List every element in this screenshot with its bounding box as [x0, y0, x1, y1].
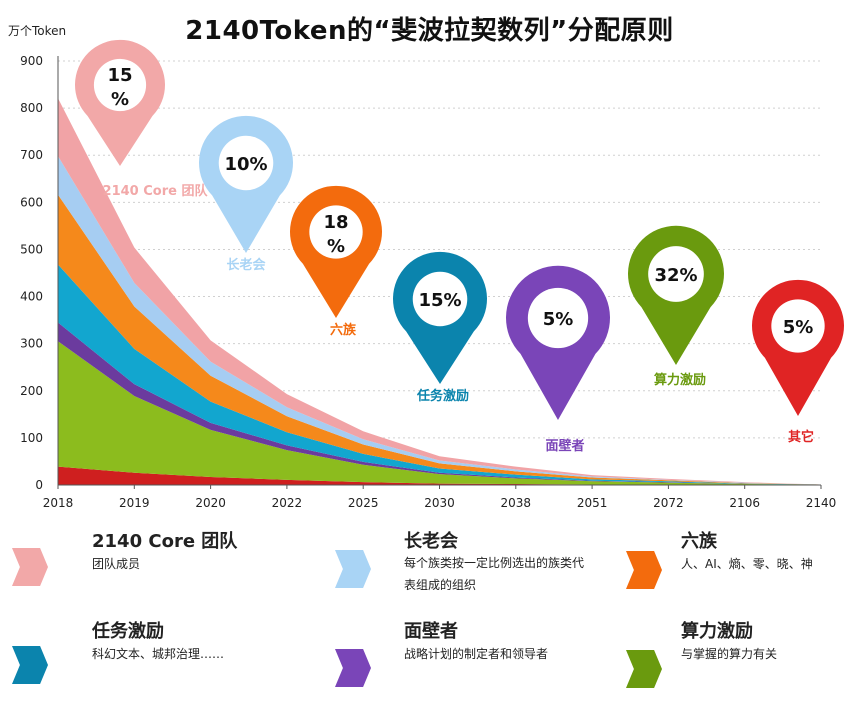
legend-title-core: 2140 Core 团队 [92, 531, 238, 552]
pin-marker-3: 15% [393, 251, 488, 384]
pin-label-4: 面壁者 [545, 438, 584, 454]
legend-desc-wall: 战略计划的制定者和领导者 [404, 647, 549, 661]
stacked-area-chart: 0 100 200 300 400 500 600 700 800 900 2018 2019 2020… [20, 39, 845, 510]
legend-desc-six: 人、AI、熵、零、晓、神 [681, 557, 813, 571]
x-tick-label-2022: 2022 [272, 496, 303, 510]
pin-marker-1: 10% [199, 115, 293, 253]
pin-label-2: 六族 [330, 322, 357, 338]
pin-percent-6: 5% [783, 317, 814, 338]
area-series-1 [58, 341, 821, 485]
pin-label-1: 长老会 [226, 257, 266, 273]
y-tick-label-200: 200 [20, 384, 43, 398]
pin-label-3: 任务激励 [416, 388, 469, 404]
legend-chevron-task [12, 646, 48, 684]
pin-percent-2: 18 [323, 212, 348, 233]
area-series-3 [58, 264, 821, 485]
y-tick-label-900: 900 [20, 54, 43, 68]
pin-label-0: 2140 Core 团队 [103, 184, 209, 199]
y-tick-label-100: 100 [20, 431, 43, 445]
pin-marker-0: 15% [74, 39, 165, 167]
legend-chevron-power [626, 650, 662, 688]
y-tick-label-800: 800 [20, 101, 43, 115]
x-tick-label-2072: 2072 [653, 496, 684, 510]
pin-inner-circle-2 [309, 205, 363, 259]
x-tick-label-2106: 2106 [729, 496, 760, 510]
pin-percent-1: 10% [224, 154, 267, 175]
legend-title-task: 任务激励 [92, 621, 164, 642]
pin-percent-suffix-2: % [327, 236, 345, 257]
pin-marker-2: 18% [290, 185, 383, 318]
legend-desc-elders: 每个族类按一定比例选出的族类代表组成的组织 [404, 556, 585, 592]
x-tick-label-2140: 2140 [806, 496, 837, 510]
pin-inner-circle-6 [771, 299, 825, 353]
pin-inner-circle-0 [93, 58, 147, 112]
y-tick-label-500: 500 [20, 242, 43, 256]
pin-inner-circle-1 [218, 135, 274, 191]
pin-percent-0: 15 [107, 65, 132, 86]
x-tick-label-2030: 2030 [424, 496, 455, 510]
legend-desc-task: 科幻文本、城邦治理…… [92, 647, 225, 661]
legend-title-wall: 面壁者 [404, 621, 458, 642]
pin-percent-4: 5% [543, 309, 574, 330]
y-axis-unit-label: 万个Token [8, 24, 67, 38]
pin-percent-3: 15% [418, 290, 461, 311]
pin-marker-6: 5% [752, 279, 845, 416]
pin-inner-circle-5 [648, 246, 704, 302]
pin-label-5: 算力激励 [654, 372, 706, 388]
y-tick-label-700: 700 [20, 148, 43, 162]
x-tick-label-2025: 2025 [348, 496, 379, 510]
legend-chevron-six [626, 551, 662, 589]
pin-inner-circle-3 [412, 271, 468, 327]
chart-title: 2140Token的“斐波拉契数列”分配原则 [185, 16, 674, 46]
x-tick-label-2038: 2038 [501, 496, 532, 510]
y-tick-label-0: 0 [35, 478, 43, 492]
legend-title-six: 六族 [681, 531, 717, 552]
pin-marker-4: 5% [506, 265, 610, 420]
legend-desc-power: 与掌握的算力有关 [681, 647, 778, 661]
y-tick-label-400: 400 [20, 290, 43, 304]
y-tick-label-300: 300 [20, 337, 43, 351]
x-tick-label-2019: 2019 [119, 496, 150, 510]
pin-marker-5: 32% [628, 225, 724, 365]
x-tick-label-2018: 2018 [43, 496, 74, 510]
pin-label-6: 其它 [788, 429, 814, 445]
pin-inner-circle-4 [527, 287, 589, 349]
legend-chevron-elders [335, 550, 371, 588]
legend-chevron-core [12, 548, 48, 586]
pin-percent-5: 32% [654, 265, 697, 286]
legend-chevron-wall [335, 649, 371, 687]
y-tick-label-600: 600 [20, 195, 43, 209]
area-series-4 [58, 194, 821, 485]
pin-percent-suffix-0: % [111, 89, 129, 110]
x-tick-label-2051: 2051 [577, 496, 608, 510]
legend-title-power: 算力激励 [681, 621, 753, 642]
area-series-0 [58, 466, 821, 485]
legend-desc-core: 团队成员 [92, 557, 141, 571]
legend-title-elders: 长老会 [404, 531, 458, 552]
x-tick-label-2020: 2020 [195, 496, 226, 510]
